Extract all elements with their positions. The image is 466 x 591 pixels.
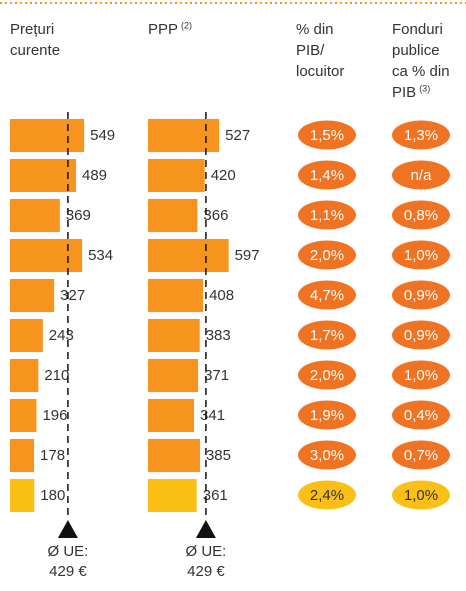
ppp-bar bbox=[148, 199, 198, 232]
header-note: (2) bbox=[181, 20, 192, 30]
column-header: % din bbox=[296, 21, 334, 38]
ppp-bar bbox=[148, 439, 200, 472]
bar-value: 366 bbox=[203, 207, 228, 224]
average-value: 429 € bbox=[187, 563, 225, 580]
average-marker bbox=[57, 520, 78, 538]
column-header: Prețuri bbox=[10, 21, 54, 38]
public-funds-value: 1,0% bbox=[404, 367, 438, 384]
column-header: Fonduri bbox=[392, 21, 443, 38]
column-header: PIB/ bbox=[296, 42, 325, 59]
gdp-share-oval bbox=[298, 240, 356, 270]
column-header: locuitor bbox=[296, 63, 344, 80]
public-funds-value: 1,3% bbox=[404, 127, 438, 144]
public-funds-oval bbox=[392, 280, 450, 310]
gdp-share-oval bbox=[298, 200, 356, 230]
public-funds-value: 0,9% bbox=[404, 287, 438, 304]
current-price-bar bbox=[10, 239, 83, 272]
average-label: Ø UE: bbox=[185, 543, 226, 560]
gdp-share-value: 1,7% bbox=[310, 327, 344, 344]
ppp-bar bbox=[148, 359, 199, 392]
gdp-share-value: 1,9% bbox=[310, 407, 344, 424]
ppp-bar bbox=[148, 479, 197, 512]
gdp-share-value: 2,0% bbox=[310, 247, 344, 264]
bar-value: 210 bbox=[44, 367, 69, 384]
gdp-share-oval bbox=[298, 360, 356, 390]
bar-value: 327 bbox=[60, 287, 85, 304]
public-funds-value: 0,7% bbox=[404, 447, 438, 464]
column-header: publice bbox=[392, 42, 440, 59]
ppp-bar bbox=[148, 279, 204, 312]
ppp-bar bbox=[148, 319, 200, 352]
bar-value: 420 bbox=[211, 167, 236, 184]
ppp-bar bbox=[148, 119, 220, 152]
public-funds-value: 1,0% bbox=[404, 247, 438, 264]
gdp-share-oval bbox=[298, 120, 356, 150]
gdp-share-oval bbox=[298, 480, 356, 510]
bar-value: 180 bbox=[40, 487, 65, 504]
bar-value: 385 bbox=[206, 447, 231, 464]
column-header: ca % din bbox=[392, 63, 450, 80]
current-price-bar bbox=[10, 319, 43, 352]
gdp-share-value: 1,5% bbox=[310, 127, 344, 144]
bar-value: 178 bbox=[40, 447, 65, 464]
public-funds-value: 1,0% bbox=[404, 487, 438, 504]
current-price-bar bbox=[10, 399, 37, 432]
public-funds-oval bbox=[392, 400, 450, 430]
current-price-bar bbox=[10, 199, 60, 232]
current-price-bar bbox=[10, 119, 85, 152]
public-funds-value: 0,4% bbox=[404, 407, 438, 424]
bar-value: 534 bbox=[88, 247, 113, 264]
bar-value: 243 bbox=[49, 327, 74, 344]
ppp-bar bbox=[148, 159, 205, 192]
public-funds-value: 0,8% bbox=[404, 207, 438, 224]
gdp-share-value: 3,0% bbox=[310, 447, 344, 464]
public-funds-oval bbox=[392, 440, 450, 470]
bar-value: 383 bbox=[206, 327, 231, 344]
bar-value: 489 bbox=[82, 167, 107, 184]
current-price-bar bbox=[10, 479, 35, 512]
gdp-share-oval bbox=[298, 440, 356, 470]
current-price-bar bbox=[10, 279, 55, 312]
ppp-bar bbox=[148, 399, 195, 432]
gdp-share-oval bbox=[298, 320, 356, 350]
public-funds-oval bbox=[392, 160, 450, 190]
gdp-share-oval bbox=[298, 280, 356, 310]
bar-value: 549 bbox=[90, 127, 115, 144]
gdp-share-oval bbox=[298, 160, 356, 190]
bar-value: 527 bbox=[225, 127, 250, 144]
current-price-bar bbox=[10, 159, 77, 192]
current-price-bar bbox=[10, 359, 39, 392]
public-funds-oval bbox=[392, 120, 450, 150]
gdp-share-value: 4,7% bbox=[310, 287, 344, 304]
bar-value: 341 bbox=[200, 407, 225, 424]
gdp-share-value: 1,1% bbox=[310, 207, 344, 224]
public-funds-value: n/a bbox=[411, 167, 433, 184]
column-header: PPP bbox=[148, 21, 178, 38]
public-funds-oval bbox=[392, 480, 450, 510]
gdp-share-oval bbox=[298, 400, 356, 430]
bar-value: 597 bbox=[235, 247, 260, 264]
ppp-bar bbox=[148, 239, 229, 272]
current-price-bar bbox=[10, 439, 35, 472]
average-label: Ø UE: bbox=[47, 543, 88, 560]
gdp-share-value: 2,0% bbox=[310, 367, 344, 384]
average-value: 429 € bbox=[49, 563, 87, 580]
bar-value: 371 bbox=[204, 367, 229, 384]
gdp-share-value: 2,4% bbox=[310, 487, 344, 504]
column-header: PIB bbox=[392, 84, 416, 101]
bar-value: 408 bbox=[209, 287, 234, 304]
bar-value: 361 bbox=[203, 487, 228, 504]
column-header: curente bbox=[10, 42, 60, 59]
public-funds-oval bbox=[392, 200, 450, 230]
public-funds-value: 0,9% bbox=[404, 327, 438, 344]
gdp-share-value: 1,4% bbox=[310, 167, 344, 184]
header-note: (3) bbox=[419, 83, 430, 93]
bar-value: 196 bbox=[42, 407, 67, 424]
public-funds-oval bbox=[392, 320, 450, 350]
average-marker bbox=[195, 520, 216, 538]
public-funds-oval bbox=[392, 240, 450, 270]
public-funds-oval bbox=[392, 360, 450, 390]
bar-value: 369 bbox=[66, 207, 91, 224]
